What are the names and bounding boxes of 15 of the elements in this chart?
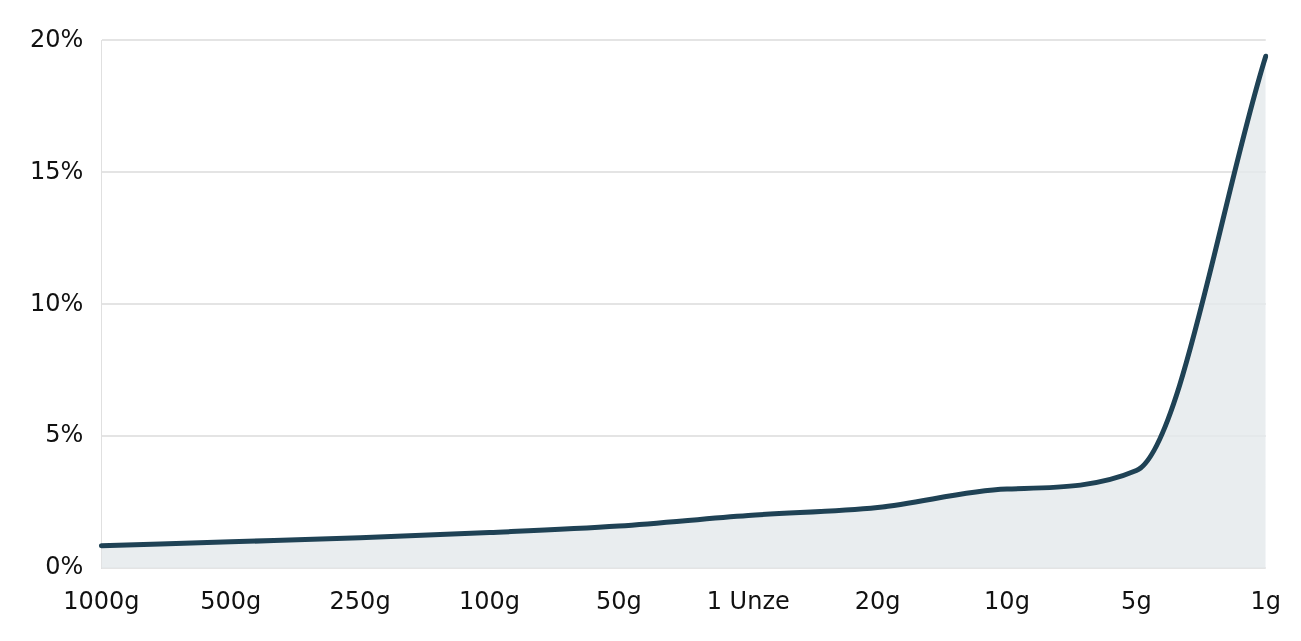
x-tick-label: 100g (458, 586, 520, 615)
x-tick-label: 1000g (63, 586, 140, 615)
x-tick-label: 1 Unze (706, 586, 790, 615)
x-tick-label: 20g (854, 586, 901, 615)
x-tick-label: 1g (1250, 586, 1282, 615)
y-tick-label: 10% (30, 288, 84, 317)
y-tick-label: 5% (45, 420, 84, 449)
y-tick-label: 0% (45, 552, 84, 581)
x-tick-label: 10g (984, 586, 1030, 615)
x-tick-label: 50g (595, 586, 642, 615)
y-tick-label: 15% (30, 156, 84, 185)
x-tick-label: 5g (1121, 586, 1152, 615)
x-tick-label: 250g (329, 586, 391, 615)
x-tick-label: 500g (200, 586, 262, 615)
y-tick-label: 20% (30, 24, 84, 53)
